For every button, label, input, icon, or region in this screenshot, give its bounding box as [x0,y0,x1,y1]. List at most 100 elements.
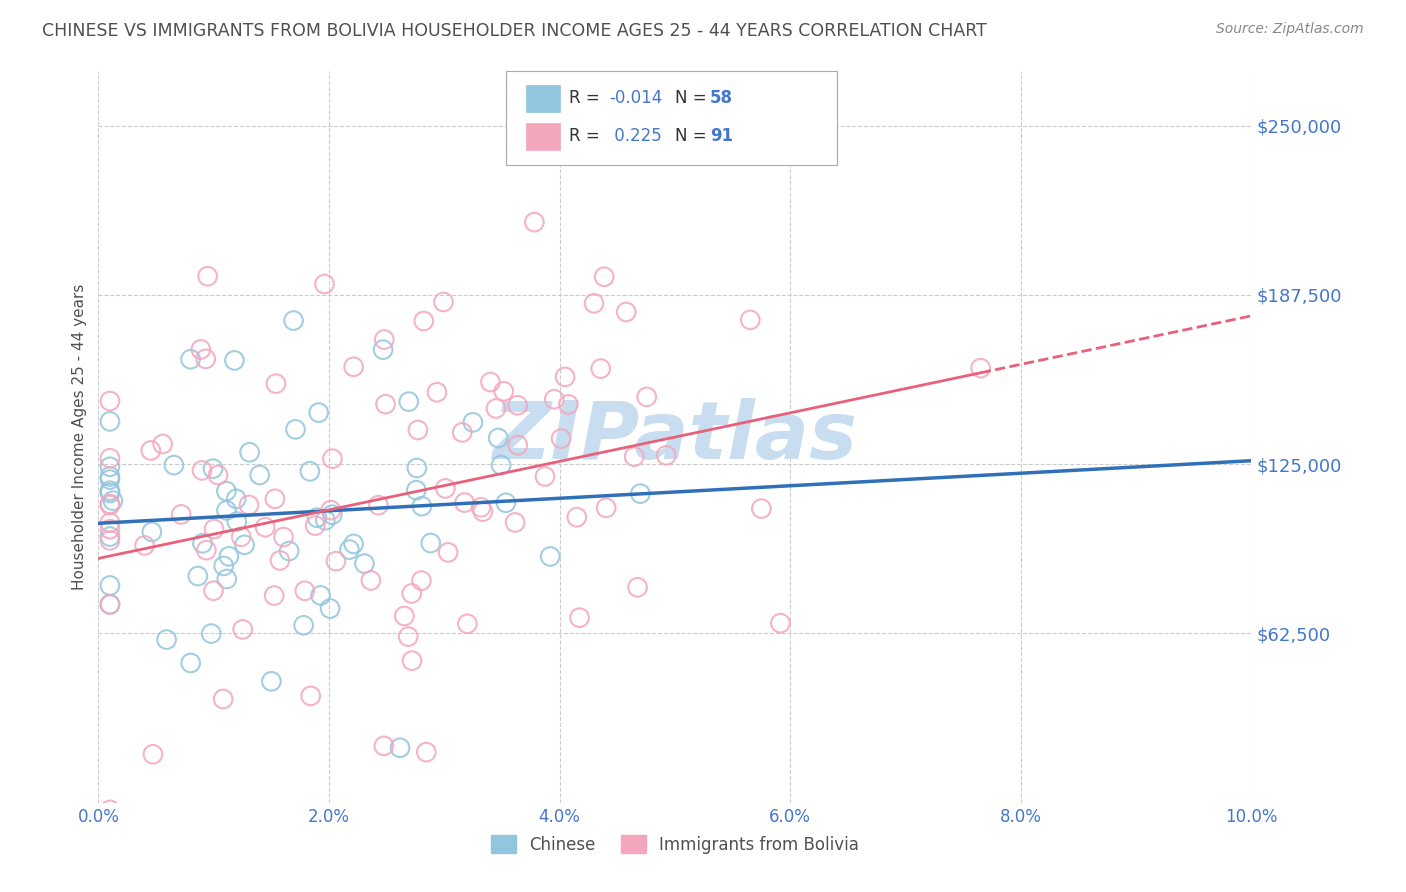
Point [412,314,434,328]
Point [360,574,382,588]
Point [398,394,420,409]
Point [225,491,247,506]
Point [191,463,214,477]
Point [411,500,433,514]
Point [486,431,509,445]
Point [218,549,240,564]
Point [321,451,343,466]
Point [283,313,305,327]
Point [200,626,222,640]
Point [350,860,373,874]
Point [343,359,366,374]
Point [389,740,412,755]
Point [98,451,121,466]
Point [451,425,474,440]
Legend: Chinese, Immigrants from Bolivia: Chinese, Immigrants from Bolivia [484,829,866,860]
Point [98,469,121,483]
Point [614,305,637,319]
Point [432,295,454,310]
Text: N =: N = [675,89,711,107]
Text: N =: N = [675,128,711,145]
Point [623,450,645,464]
Point [232,623,254,637]
Point [224,353,246,368]
Point [269,553,291,567]
Point [98,516,121,530]
Point [337,542,360,557]
Point [215,484,238,499]
Point [202,522,225,536]
Point [568,610,591,624]
Point [98,414,121,428]
Point [180,656,202,670]
Point [170,508,193,522]
Point [319,503,342,517]
Text: R =: R = [569,89,606,107]
Point [207,468,229,483]
Text: -0.014: -0.014 [609,89,662,107]
Point [309,589,332,603]
Point [367,498,389,512]
Text: Source: ZipAtlas.com: Source: ZipAtlas.com [1216,22,1364,37]
Point [543,392,565,407]
Text: ZIPatlas: ZIPatlas [492,398,858,476]
Point [294,583,316,598]
Point [163,458,186,472]
Point [626,580,648,594]
Point [212,558,235,573]
Point [264,376,287,391]
Point [582,296,605,310]
Point [595,500,617,515]
Point [202,583,225,598]
Point [233,538,256,552]
Point [139,443,162,458]
Point [411,574,433,588]
Point [260,674,283,689]
Point [264,491,287,506]
Point [298,464,321,478]
Point [353,557,375,571]
Point [406,423,429,437]
Text: CHINESE VS IMMIGRANTS FROM BOLIVIA HOUSEHOLDER INCOME AGES 25 - 44 YEARS CORRELA: CHINESE VS IMMIGRANTS FROM BOLIVIA HOUSE… [42,22,987,40]
Point [636,390,658,404]
Text: 91: 91 [710,128,733,145]
Point [225,515,247,529]
Point [98,598,121,612]
Point [98,459,121,474]
Point [506,398,529,412]
Point [371,343,394,357]
Point [321,508,343,522]
Point [197,269,219,284]
Point [239,445,262,459]
Point [254,520,277,534]
Point [503,516,526,530]
Point [292,618,315,632]
Point [101,493,124,508]
Point [492,384,515,399]
Point [191,536,214,550]
Point [489,458,512,472]
Point [98,803,121,817]
Point [453,495,475,509]
Point [550,432,572,446]
Point [485,401,508,416]
Point [98,597,121,611]
Point [471,505,494,519]
Point [212,692,235,706]
Point [142,747,165,762]
Point [215,503,238,517]
Point [373,333,395,347]
Point [304,518,326,533]
Point [589,361,612,376]
Point [554,370,576,384]
Text: R =: R = [569,128,606,145]
Point [426,385,449,400]
Point [201,461,224,475]
Point [314,277,336,291]
Point [249,467,271,482]
Point [769,616,792,631]
Point [405,483,427,498]
Point [456,616,478,631]
Point [415,745,437,759]
Point [98,483,121,498]
